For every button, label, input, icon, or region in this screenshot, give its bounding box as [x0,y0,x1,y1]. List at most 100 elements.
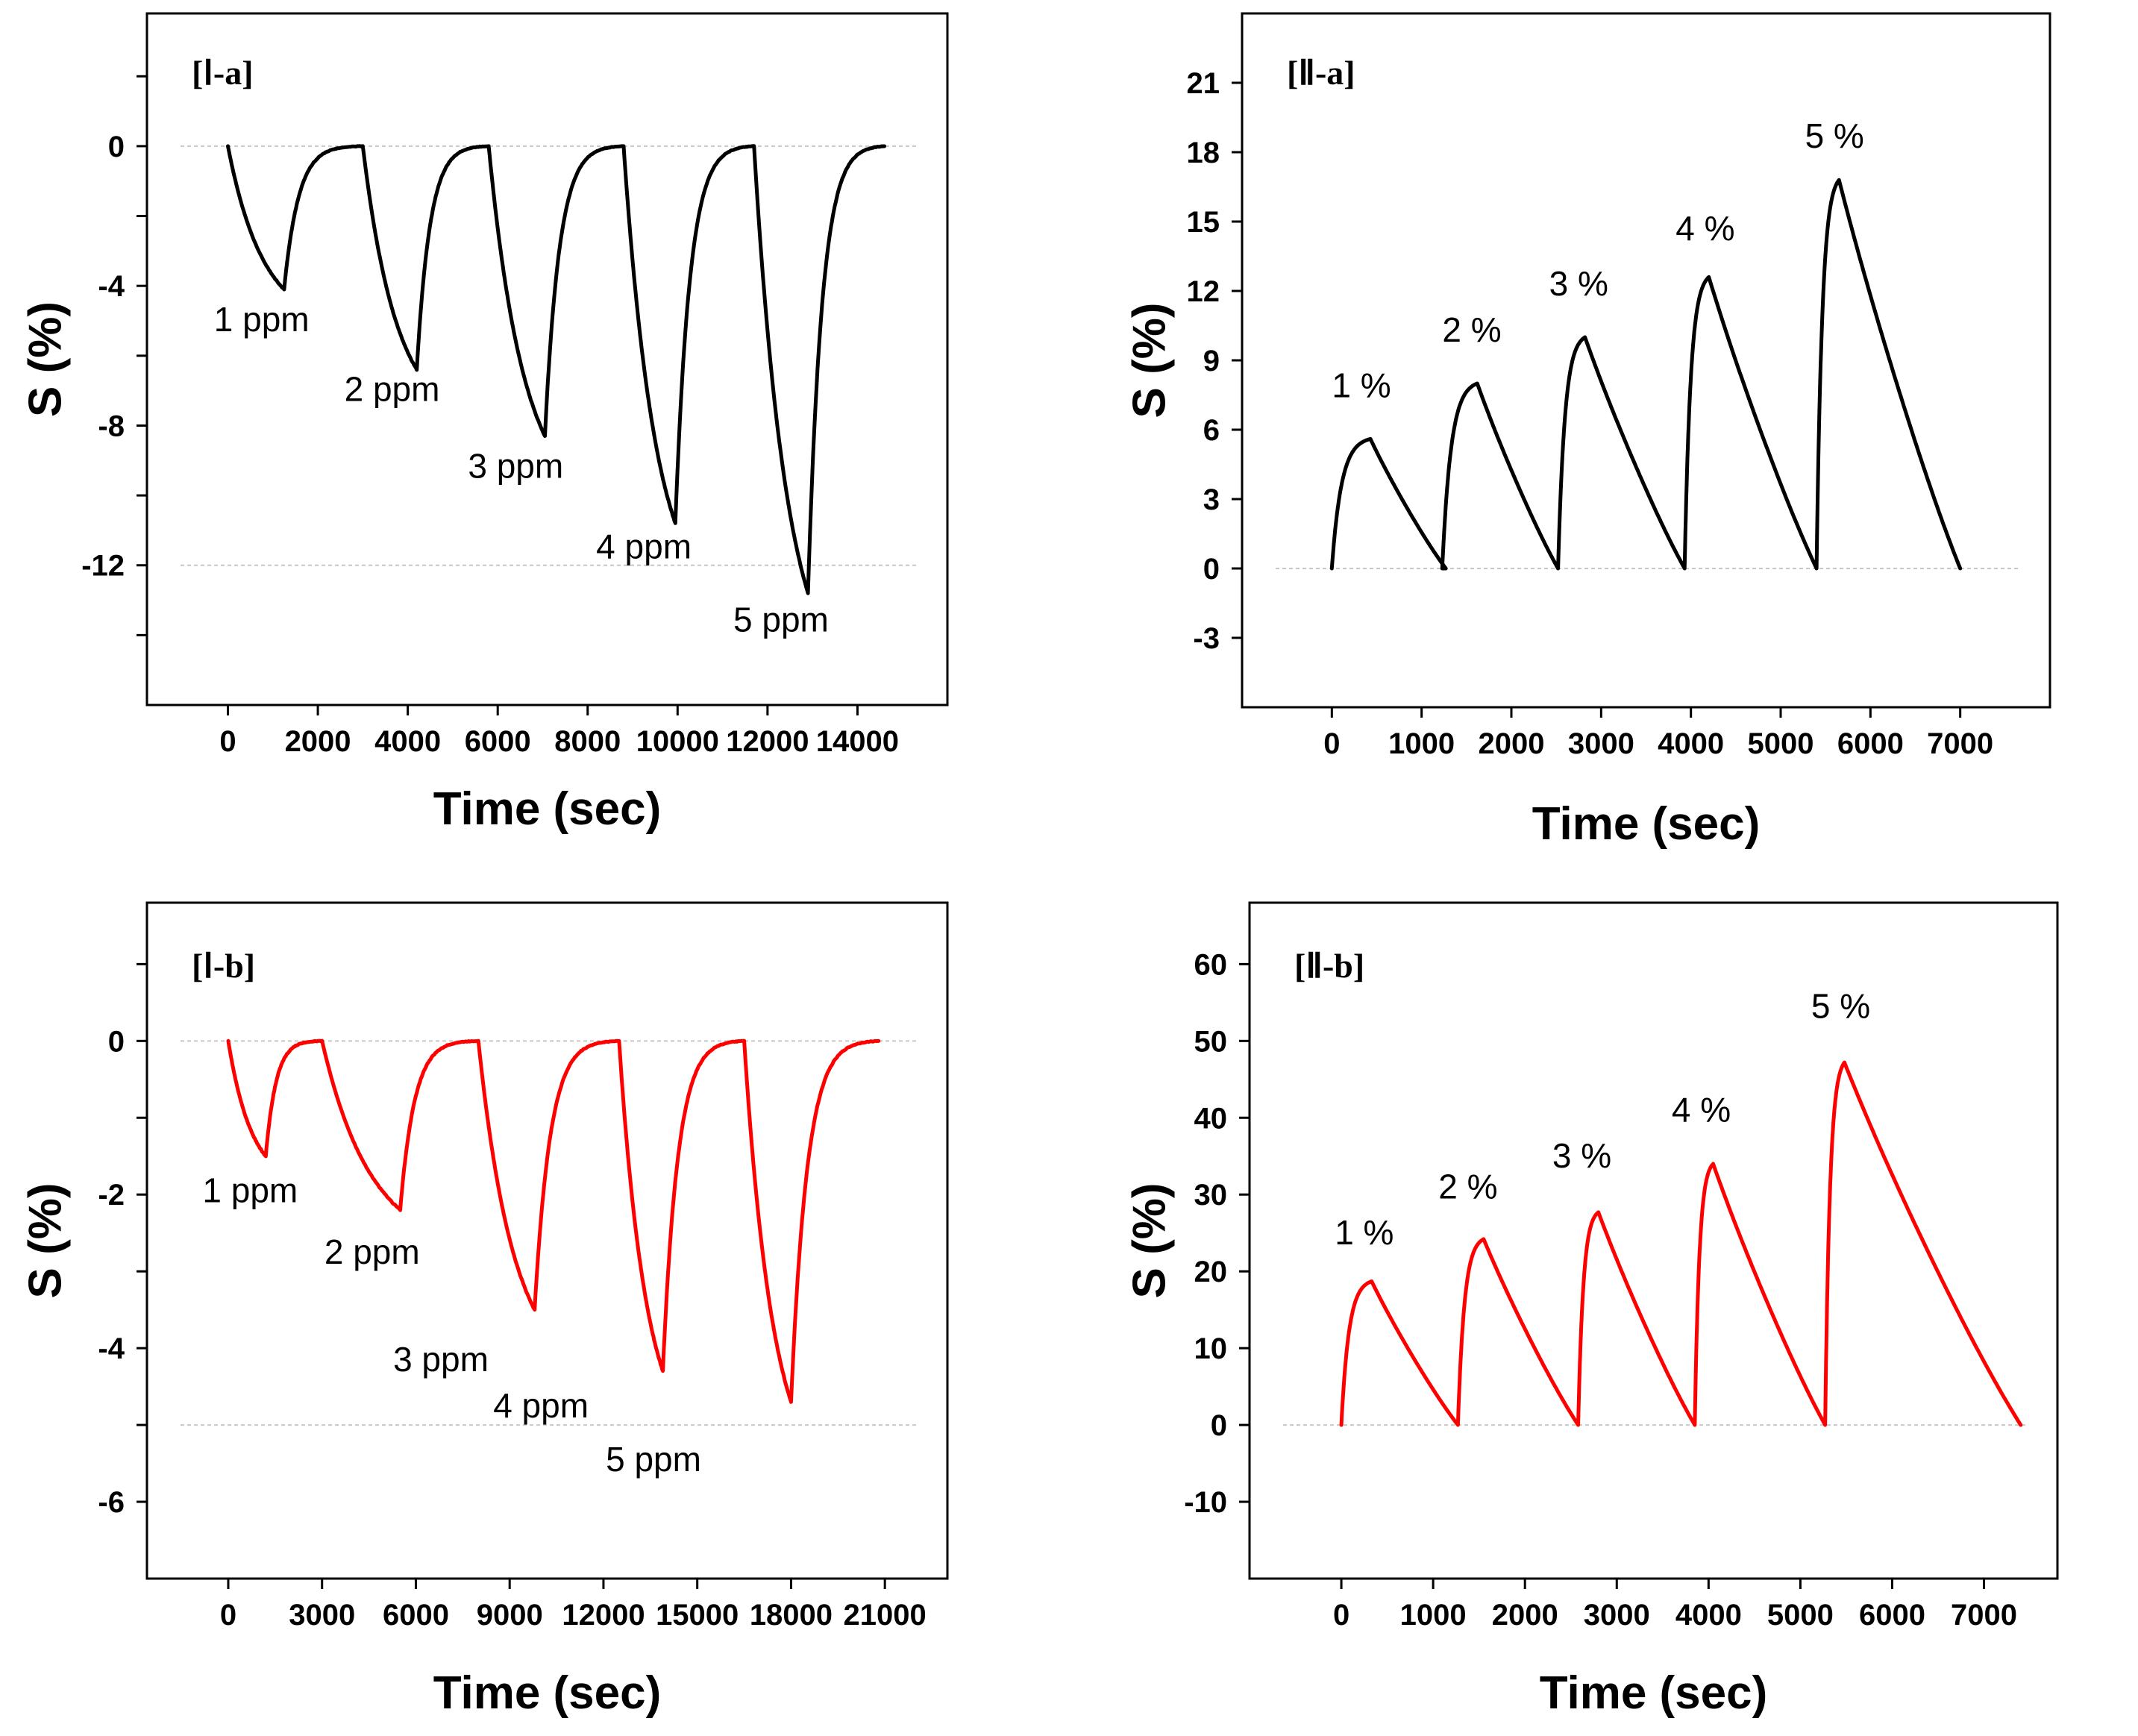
y-tick-label: 60 [1194,948,1228,981]
y-tick-label: 18 [1187,137,1220,169]
x-tick-label: 12000 [562,1599,645,1632]
y-tick-label: -4 [98,1332,125,1365]
chart-panel-ii-b: -10 0 10 20 30 40 50 60 0 1000 2000 3000 4000 5000 600… [1123,901,2059,1719]
y-tick-label: -2 [98,1179,125,1212]
y-tick-label: 6 [1203,414,1220,447]
x-tick-label: 14000 [816,725,899,758]
concentration-label: 4 % [1672,1090,1731,1129]
concentration-label: 5 % [1805,116,1864,155]
concentration-label: 5 ppm [606,1440,701,1479]
concentration-label: 4 % [1675,209,1734,248]
concentration-label: 4 ppm [493,1386,589,1425]
y-tick-label: -10 [1184,1486,1227,1519]
data-series-line [226,1038,881,1404]
concentration-label: 3 % [1549,264,1608,303]
data-series-line [1329,178,1963,571]
x-tick-label: 1000 [1400,1599,1467,1632]
x-tick-label: 2000 [1492,1599,1558,1632]
panel-label: [Ⅰ-a] [192,54,254,92]
concentration-label: 2 % [1442,310,1501,349]
x-tick-label: 3000 [1568,727,1634,760]
x-tick-label: 6000 [383,1599,449,1632]
x-tick-label: 0 [220,1599,236,1632]
y-tick-label: -8 [98,410,125,442]
concentration-label: 5 ppm [733,601,829,639]
y-tick-label: -3 [1193,622,1220,655]
x-tick-label: 0 [1323,727,1340,760]
x-tick-label: 6000 [1837,727,1904,760]
x-tick-label: 6000 [1859,1599,1925,1632]
concentration-label: 1 ppm [202,1171,298,1210]
y-tick-label: 3 [1203,483,1220,516]
chart-panel-i-a: 0 -4 -8 -12 0 2000 4000 6000 8000 10000 12000 14000… [19,12,949,835]
y-tick-label: 30 [1194,1179,1228,1212]
y-tick-label: 10 [1194,1332,1228,1365]
x-tick-label: 6000 [465,725,531,758]
panel-label: [Ⅱ-a] [1287,54,1355,92]
data-series-line [226,144,887,595]
x-tick-label: 1000 [1388,727,1455,760]
y-tick-label: 20 [1194,1256,1228,1288]
chart-panel-ii-a: -3 0 3 6 9 12 15 18 21 0 1000 2000 3000 4000 5000 6000 7… [1123,12,2051,850]
x-tick-label: 5000 [1767,1599,1834,1632]
x-tick-label: 4000 [1658,727,1724,760]
y-axis-title: S (%) [19,1183,71,1299]
y-tick-label: 0 [1211,1409,1227,1442]
concentration-label: 3 % [1552,1136,1611,1175]
concentration-label: 2 ppm [345,370,440,409]
y-tick-label: 0 [108,131,125,163]
y-tick-label: 12 [1187,275,1220,308]
concentration-label: 2 % [1438,1167,1497,1206]
x-axis-title: Time (sec) [433,1667,662,1719]
panel-label: [Ⅰ-b] [192,947,255,985]
y-tick-label: -4 [98,270,125,303]
x-tick-label: 2000 [285,725,351,758]
x-tick-label: 5000 [1748,727,1814,760]
y-axis-title: S (%) [1123,303,1175,419]
x-tick-label: 15000 [656,1599,739,1632]
data-series-line [1339,1060,2023,1427]
x-tick-label: 0 [219,725,236,758]
plot-frame [145,901,949,1580]
x-axis-title: Time (sec) [433,783,662,835]
concentration-label: 1 % [1332,366,1391,405]
x-axis-title: Time (sec) [1532,798,1761,850]
x-tick-label: 4000 [374,725,441,758]
x-tick-label: 18000 [750,1599,833,1632]
x-tick-label: 7000 [1951,1599,2017,1632]
y-tick-label: 40 [1194,1102,1228,1135]
x-tick-label: 2000 [1479,727,1545,760]
x-tick-label: 3000 [289,1599,355,1632]
concentration-label: 5 % [1811,986,1870,1025]
concentration-label: 1 ppm [214,300,310,339]
plot-frame [1248,901,2059,1580]
plot-frame [145,12,949,706]
concentration-label: 3 ppm [393,1340,489,1379]
x-tick-label: 3000 [1584,1599,1650,1632]
x-tick-label: 10000 [636,725,719,758]
y-tick-label: 21 [1187,67,1220,100]
y-tick-label: 9 [1203,345,1220,377]
y-tick-label: 50 [1194,1025,1228,1058]
concentration-label: 3 ppm [468,447,563,486]
x-tick-label: 21000 [844,1599,927,1632]
y-tick-label: -6 [98,1486,125,1519]
x-tick-label: 8000 [554,725,621,758]
x-tick-label: 9000 [477,1599,543,1632]
y-tick-label: -12 [81,550,125,583]
concentration-label: 4 ppm [596,527,692,565]
concentration-label: 1 % [1335,1213,1394,1252]
y-axis-title: S (%) [1123,1183,1175,1299]
x-tick-label: 4000 [1675,1599,1742,1632]
panel-label: [Ⅱ-b] [1294,947,1364,985]
y-tick-label: 15 [1187,206,1220,239]
x-tick-label: 12000 [726,725,809,758]
x-tick-label: 0 [1333,1599,1349,1632]
x-tick-label: 7000 [1927,727,1993,760]
y-tick-label: 0 [1203,553,1220,586]
concentration-label: 2 ppm [325,1232,420,1271]
chart-panel-i-b: 0 -2 -4 -6 0 3000 6000 9000 12000 15000 18000 21000… [19,901,949,1719]
y-tick-label: 0 [108,1025,125,1058]
x-axis-title: Time (sec) [1540,1667,1768,1719]
